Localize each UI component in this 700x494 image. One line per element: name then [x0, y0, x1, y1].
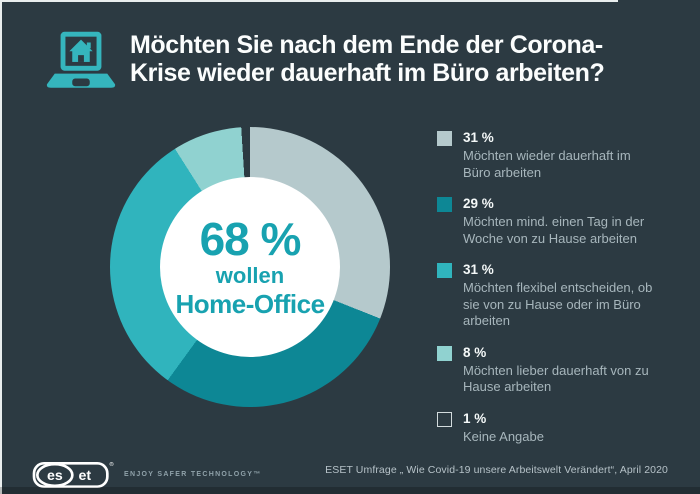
center-label-line2: wollen — [215, 263, 285, 288]
legend-percent: 31 % — [463, 130, 494, 145]
legend-item-0: 31 % Möchten wieder dauerhaft im Büro arbe… — [437, 130, 677, 181]
page-title: Möchten Sie nach dem Ende der Corona- Kr… — [130, 31, 685, 87]
legend-percent: 29 % — [463, 196, 494, 211]
registered-mark: ® — [109, 461, 114, 468]
svg-text:es: es — [47, 468, 63, 484]
legend-swatch — [437, 131, 452, 146]
legend-item-3: 8 % Möchten lieber dauerhaft von zu Hause … — [437, 345, 677, 396]
source-caption: ESET Umfrage „ Wie Covid-19 unsere Arbei… — [325, 464, 668, 476]
top-edge-border — [0, 0, 618, 2]
legend-item-1: 29 % Möchten mind. einen Tag in der Woche … — [437, 196, 677, 247]
eset-logo: es et ® — [32, 461, 114, 488]
legend-percent: 8 % — [463, 344, 487, 360]
legend-swatch — [437, 197, 452, 212]
legend-swatch — [437, 411, 452, 427]
legend-label: Möchten flexibel entscheiden, ob sie von … — [463, 280, 653, 328]
legend-percent: 1 % — [463, 410, 487, 426]
legend-label: Möchten mind. einen Tag in der Woche von … — [463, 214, 645, 246]
legend-item-4: 1 % Keine Angabe — [437, 411, 677, 446]
legend-swatch — [437, 345, 452, 361]
center-value: 68 % — [199, 213, 302, 265]
title-line-2: Krise wieder dauerhaft im Büro arbeiten? — [130, 59, 605, 87]
legend-item-2: 31 % Möchten flexibel entscheiden, ob sie … — [437, 262, 677, 330]
bottom-shadow-band — [0, 487, 700, 494]
center-label-line3: Home-Office — [175, 289, 325, 319]
legend-label: Möchten lieber dauerhaft von zu Hause arb… — [463, 362, 649, 395]
house-icon — [69, 39, 93, 62]
legend-label: Keine Angabe — [463, 428, 544, 444]
title-line-1: Möchten Sie nach dem Ende der Corona- — [130, 31, 603, 59]
eset-tagline: ENJOY SAFER TECHNOLOGY™ — [124, 471, 262, 478]
donut-chart: 68 % wollen Home-Office — [110, 127, 390, 407]
chart-legend: 31 % Möchten wieder dauerhaft im Büro arbe… — [437, 130, 677, 460]
left-edge-border — [0, 0, 2, 494]
legend-label: Möchten wieder dauerhaft im Büro arbeiten — [463, 148, 631, 180]
legend-swatch — [437, 263, 452, 278]
donut-center: 68 % wollen Home-Office — [160, 177, 340, 357]
legend-percent: 31 % — [463, 262, 494, 277]
laptop-home-icon — [46, 31, 116, 88]
logo-text-right: et — [79, 468, 92, 484]
